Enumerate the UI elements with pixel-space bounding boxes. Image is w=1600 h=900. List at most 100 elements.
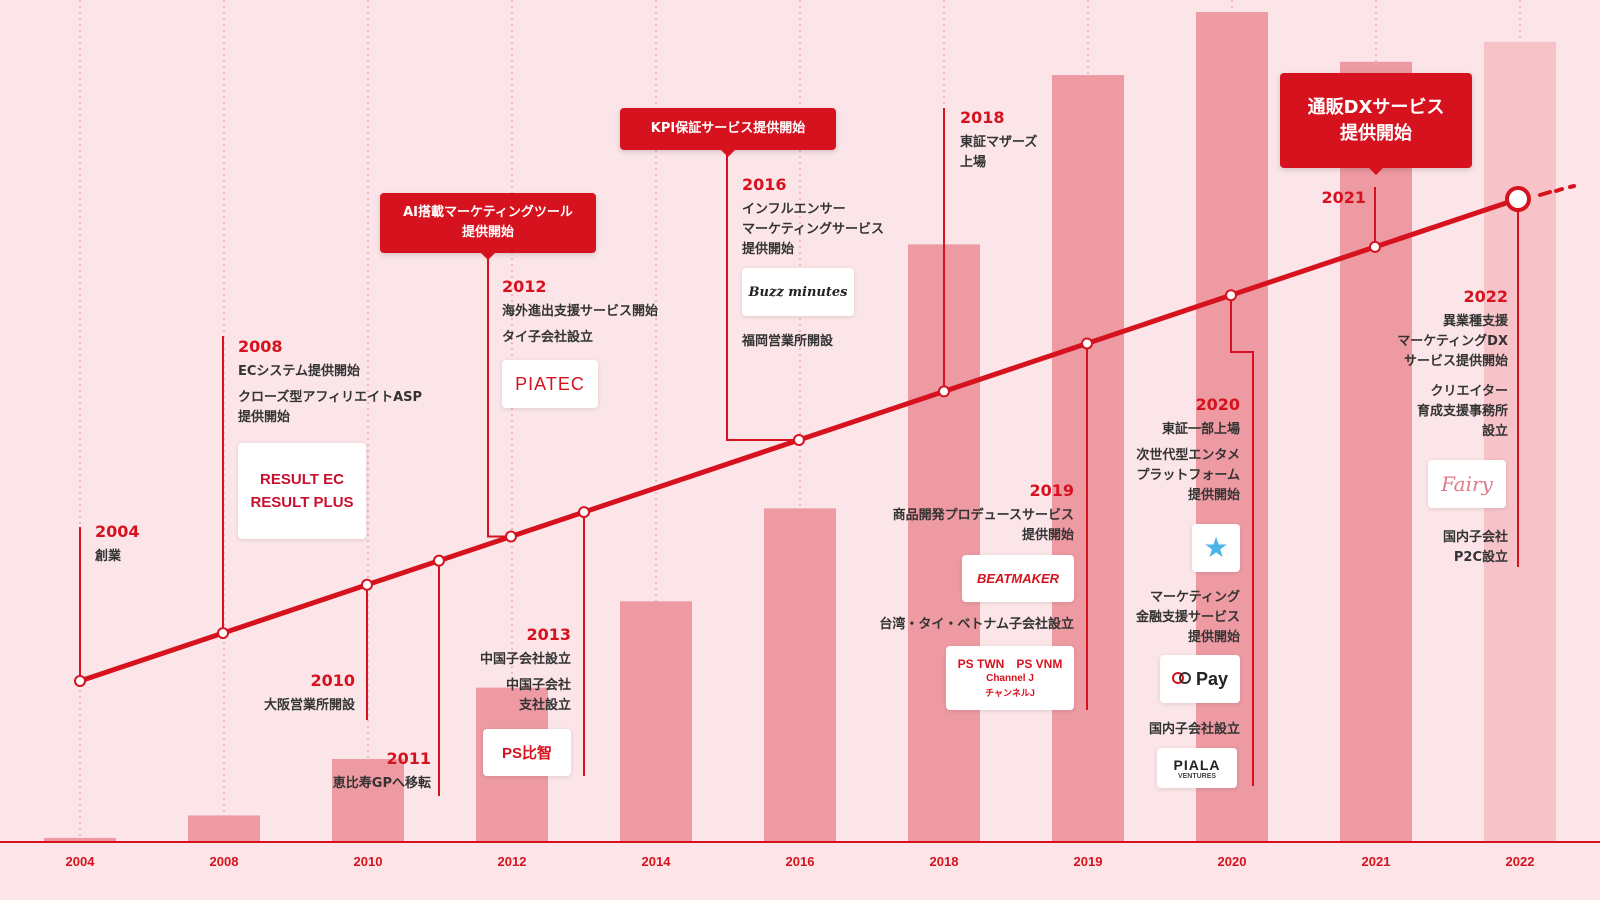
logo-beatmaker: BEATMAKER bbox=[962, 555, 1074, 602]
x-tick-label: 2004 bbox=[66, 854, 96, 869]
event-text: 次世代型エンタメ bbox=[1136, 448, 1240, 463]
logo-piatec-text: PIATEC bbox=[515, 373, 585, 394]
timeline-continuation-dots bbox=[1538, 184, 1576, 197]
event-2020-c: 国内子会社設立 bbox=[1110, 720, 1240, 746]
event-2019: 2019 商品開発プロデュースサービス 提供開始 bbox=[860, 480, 1074, 552]
event-2012: 2012 海外進出支援サービス開始 タイ子会社設立 bbox=[502, 276, 658, 354]
event-2013: 2013 中国子会社設立 中国子会社 支社設立 bbox=[440, 624, 571, 722]
x-tick-label: 2014 bbox=[642, 854, 672, 869]
timeline-point bbox=[1505, 186, 1531, 212]
event-2018: 2018 東証マザーズ 上場 bbox=[960, 107, 1037, 179]
event-text: 提供開始 bbox=[1187, 630, 1240, 645]
star-icon: ★ bbox=[1203, 531, 1229, 564]
x-tick-label: 2021 bbox=[1362, 854, 1391, 869]
event-year: 2021 bbox=[1321, 188, 1366, 207]
event-text: マーケティングDX bbox=[1397, 334, 1508, 349]
logo-ps-china: PS比智 bbox=[483, 729, 571, 776]
bar bbox=[332, 759, 404, 842]
event-text: タイ子会社設立 bbox=[502, 330, 594, 345]
logo-piala: PIALA VENTURES bbox=[1157, 748, 1237, 788]
event-text: 国内子会社 bbox=[1442, 530, 1508, 545]
event-2010: 2010 大阪営業所開設 bbox=[215, 670, 355, 722]
event-text: 金融支援サービス bbox=[1135, 610, 1240, 625]
logo-pay: Pay bbox=[1160, 655, 1240, 703]
x-tick-label: 2010 bbox=[354, 854, 383, 869]
logo-beatmaker-text: BEATMAKER bbox=[976, 571, 1060, 586]
event-text: 提供開始 bbox=[1021, 528, 1074, 543]
event-text: 恵比寿GPへ移転 bbox=[332, 776, 431, 791]
logo-result-ec: RESULT EC bbox=[260, 471, 344, 488]
timeline-point bbox=[74, 675, 86, 687]
connector-2016 bbox=[726, 172, 799, 441]
timeline-point bbox=[361, 578, 373, 591]
x-tick-label: 2022 bbox=[1506, 854, 1535, 869]
timeline-point bbox=[217, 627, 229, 640]
event-text: ECシステム提供開始 bbox=[238, 364, 361, 379]
event-text: プラットフォーム bbox=[1136, 468, 1240, 483]
logo-piala-sub: VENTURES bbox=[1177, 772, 1217, 780]
event-2022-b: 国内子会社 P2C設立 bbox=[1380, 528, 1508, 574]
callout-kpi: KPI保証サービス提供開始 bbox=[620, 108, 836, 157]
pay-rings-icon bbox=[1171, 672, 1192, 686]
event-text: 育成支援事務所 bbox=[1416, 404, 1508, 419]
event-text: クローズ型アフィリエイトASP bbox=[238, 390, 423, 405]
callout-ai-tool: AI搭載マーケティングツール 提供開始 bbox=[380, 193, 596, 260]
event-2022: 2022 異業種支援 マーケティングDX サービス提供開始 クリエイター 育成支… bbox=[1380, 286, 1508, 448]
event-text: 提供開始 bbox=[1187, 488, 1240, 503]
logo-channel-j: Channel J bbox=[986, 673, 1034, 684]
timeline-point bbox=[793, 434, 805, 446]
event-year: 2004 bbox=[95, 522, 140, 541]
event-text: サービス提供開始 bbox=[1403, 354, 1508, 369]
x-tick-label: 2019 bbox=[1074, 854, 1103, 869]
event-text: 福岡営業所開設 bbox=[742, 334, 834, 349]
event-year: 2018 bbox=[960, 108, 1005, 127]
event-text: 支社設立 bbox=[518, 698, 571, 713]
event-text: P2C設立 bbox=[1453, 550, 1508, 565]
event-text: 中国子会社設立 bbox=[479, 652, 571, 667]
bar bbox=[1196, 12, 1268, 842]
logo-ps-vnm: PS VNM bbox=[1016, 657, 1063, 671]
bar bbox=[188, 815, 260, 842]
timeline-point bbox=[433, 554, 445, 567]
event-year: 2008 bbox=[238, 337, 283, 356]
event-year: 2012 bbox=[502, 277, 547, 296]
bar bbox=[1340, 61, 1412, 843]
logo-channel-j-kana: チャンネルJ bbox=[985, 688, 1035, 698]
logo-buzz-text: Buzz minutes bbox=[748, 284, 848, 300]
event-year: 2020 bbox=[1195, 395, 1240, 414]
event-text: 商品開発プロデュースサービス bbox=[892, 508, 1074, 523]
event-2011: 2011 恵比寿GPへ移転 bbox=[285, 748, 431, 800]
event-text: 国内子会社設立 bbox=[1148, 722, 1240, 737]
callout-dx: 通販DXサービス 提供開始 bbox=[1280, 73, 1472, 175]
logo-result: RESULT EC RESULT PLUS bbox=[238, 443, 366, 539]
event-text: 提供開始 bbox=[742, 242, 795, 257]
event-2016-b: 福岡営業所開設 bbox=[742, 332, 833, 358]
timeline-point bbox=[938, 385, 950, 398]
event-text: クリエイター bbox=[1430, 384, 1508, 399]
event-2020: 2020 東証一部上場 次世代型エンタメ プラットフォーム 提供開始 bbox=[1110, 394, 1240, 512]
logo-ps-channel: PS TWN PS VNM Channel J チャンネルJ bbox=[946, 646, 1074, 710]
event-text: 上場 bbox=[960, 155, 987, 170]
event-text: マーケティングサービス bbox=[742, 222, 884, 237]
event-text: 海外進出支援サービス開始 bbox=[502, 304, 659, 319]
event-year: 2022 bbox=[1463, 287, 1508, 306]
timeline-point bbox=[1369, 240, 1381, 253]
event-text: 台湾・タイ・ベトナム子会社設立 bbox=[879, 617, 1074, 632]
event-text: 東証一部上場 bbox=[1161, 422, 1240, 437]
x-tick-label: 2008 bbox=[210, 854, 239, 869]
timeline-point bbox=[1225, 289, 1237, 302]
logo-fairy-text: Fairy bbox=[1441, 472, 1493, 496]
timeline-point bbox=[505, 530, 517, 543]
x-tick-label: 2012 bbox=[498, 854, 527, 869]
event-year: 2016 bbox=[742, 175, 787, 194]
event-text: 中国子会社 bbox=[505, 678, 571, 693]
bar bbox=[764, 508, 836, 842]
logo-entame-app: ★ bbox=[1192, 524, 1240, 572]
event-text: 設立 bbox=[1481, 424, 1508, 439]
event-text: インフルエンサー bbox=[742, 202, 846, 217]
event-2021: 2021 bbox=[1300, 187, 1366, 213]
logo-buzz: Buzz minutes bbox=[742, 268, 854, 316]
event-year: 2010 bbox=[310, 671, 355, 690]
logo-result-plus: RESULT PLUS bbox=[250, 494, 354, 511]
